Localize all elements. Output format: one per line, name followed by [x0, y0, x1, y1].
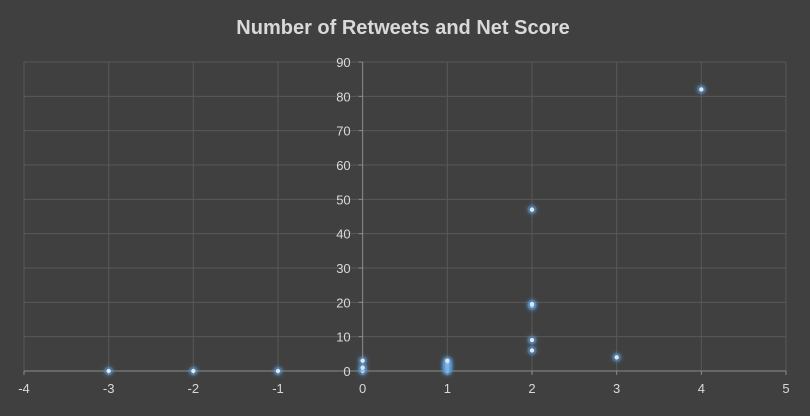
y-tick-label: 30: [336, 261, 350, 276]
axes: [23, 61, 787, 375]
data-point: [527, 205, 537, 215]
y-tick-label: 10: [336, 330, 350, 345]
y-tick-label: 70: [336, 124, 350, 139]
x-tick-label: -1: [272, 381, 284, 396]
y-tick-label: 80: [336, 89, 350, 104]
y-tick-label: 50: [336, 192, 350, 207]
x-tick-label: -2: [188, 381, 200, 396]
data-point: [358, 356, 368, 366]
data-point: [696, 84, 706, 94]
data-point: [188, 366, 198, 376]
data-point: [612, 352, 622, 362]
x-tick-label: 4: [698, 381, 705, 396]
y-tick-label: 40: [336, 227, 350, 242]
x-tick-label: 1: [444, 381, 451, 396]
x-tick-label: -3: [103, 381, 115, 396]
x-tick-label: 5: [782, 381, 789, 396]
data-point: [527, 335, 537, 345]
x-tick-label: 2: [528, 381, 535, 396]
chart-title: Number of Retweets and Net Score: [236, 17, 569, 39]
y-tick-label: 90: [336, 55, 350, 70]
data-point: [527, 299, 537, 309]
data-point: [104, 366, 114, 376]
data-point: [273, 366, 283, 376]
y-tick-label: 60: [336, 158, 350, 173]
gridlines: [23, 61, 787, 371]
data-point: [527, 345, 537, 355]
y-tick-label: 0: [343, 364, 350, 379]
x-tick-label: 0: [359, 381, 366, 396]
data-point: [442, 356, 452, 366]
data-point: [358, 363, 368, 373]
data-points: [104, 84, 706, 376]
x-tick-label: 3: [613, 381, 620, 396]
x-tick-label: -4: [18, 381, 30, 396]
y-tick-label: 20: [336, 295, 350, 310]
